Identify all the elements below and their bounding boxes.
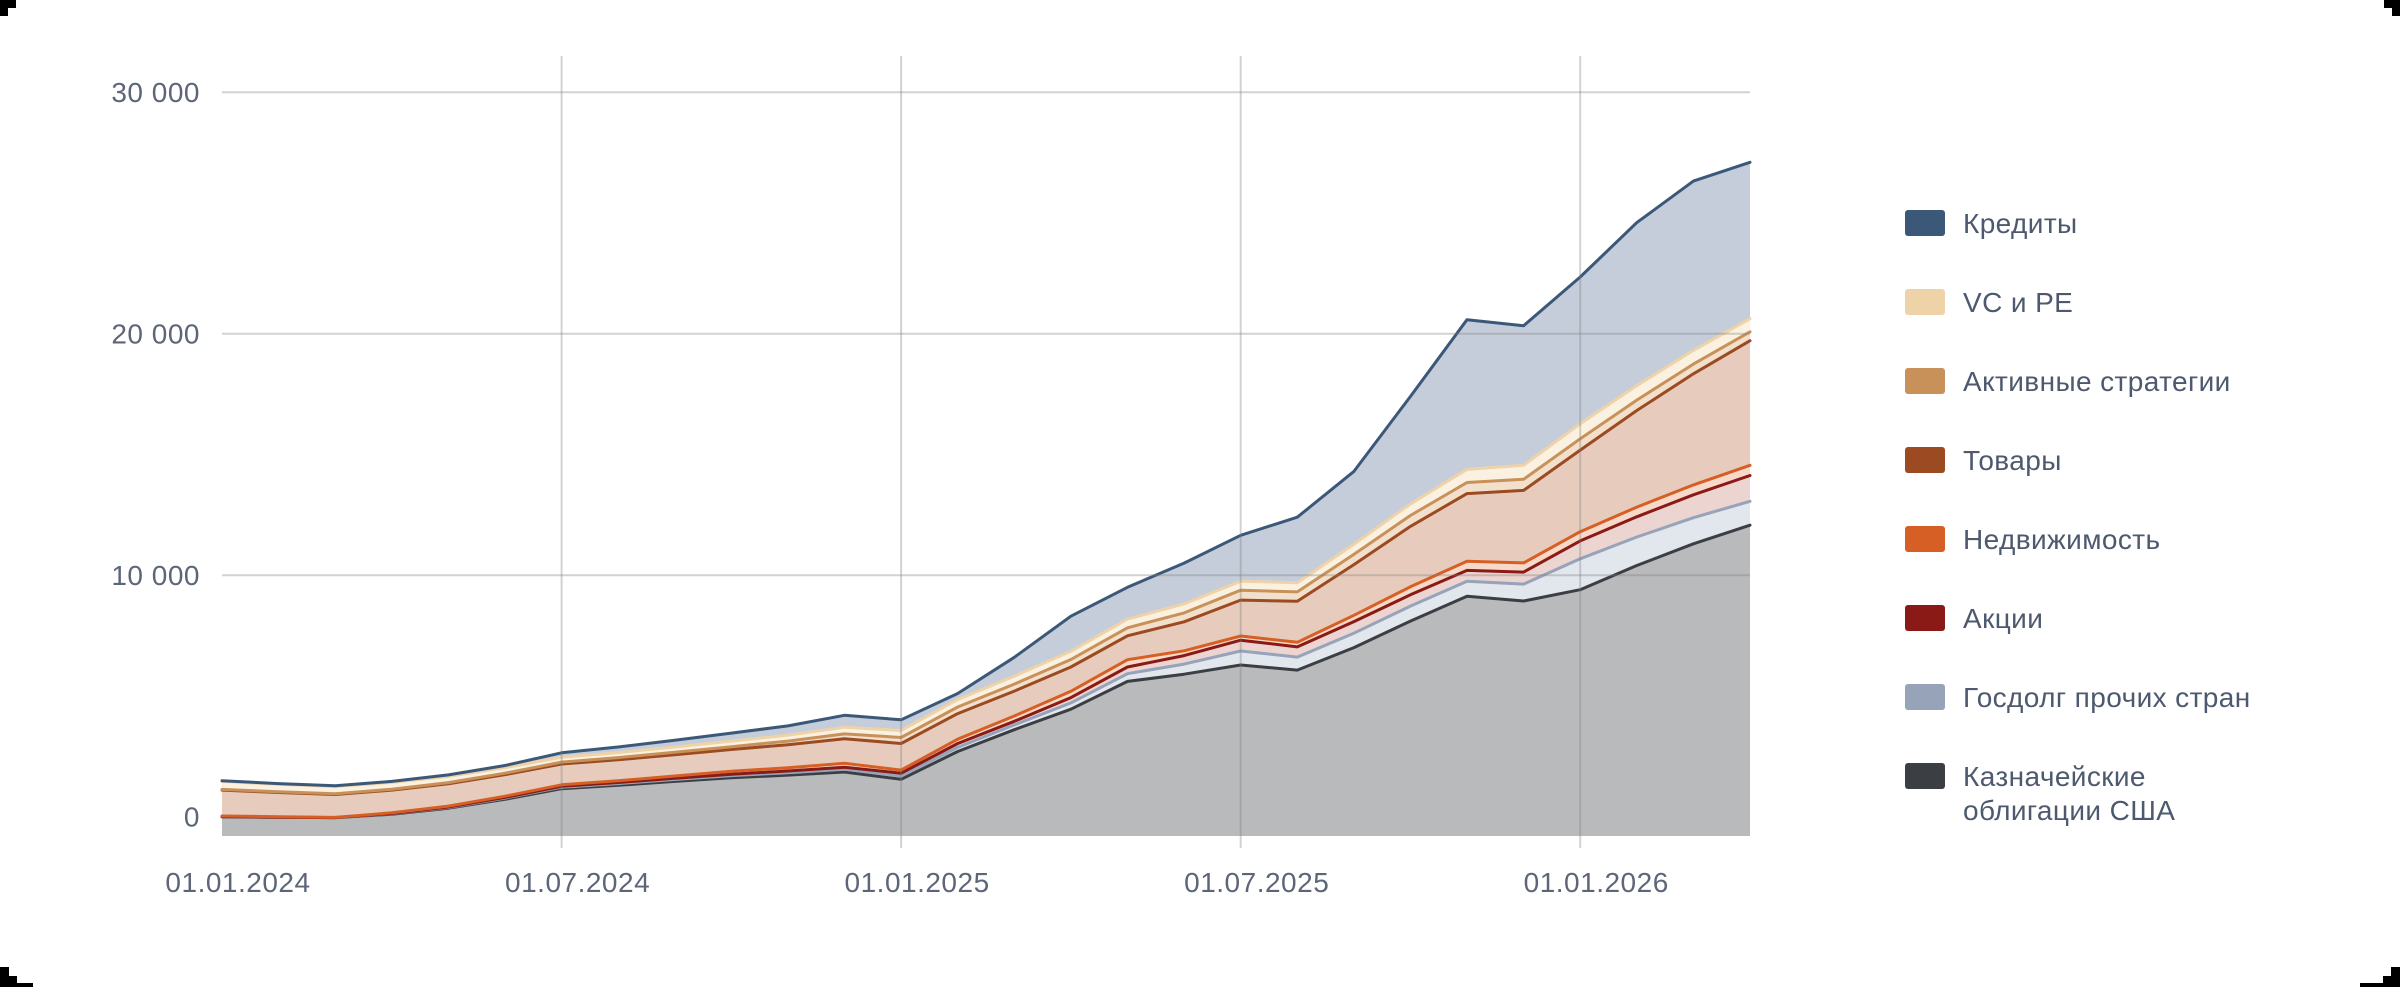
x-axis-tick-label: 01.01.2026 — [1524, 867, 1669, 898]
y-axis-tick-label: 0 — [184, 802, 200, 833]
area-0 — [222, 525, 1750, 836]
x-axis-tick-label: 01.01.2025 — [845, 867, 990, 898]
legend-item: VC и PE — [1905, 286, 2265, 320]
crop-mark-bottom-right — [2360, 983, 2391, 987]
y-axis-tick-label: 30 000 — [111, 77, 200, 108]
legend-item: Казначейские облигации США — [1905, 760, 2265, 828]
legend-label: Акции — [1963, 603, 2044, 634]
x-axis-tick-label: 01.07.2025 — [1184, 867, 1329, 898]
crop-mark-top-left — [0, 0, 16, 8]
legend-label: Кредиты — [1963, 208, 2078, 239]
series-line-5 — [220, 330, 1752, 796]
legend-swatch — [1905, 447, 1945, 473]
series-line-3 — [220, 463, 1752, 819]
legend-swatch — [1905, 763, 1945, 789]
legend-label: VC и PE — [1963, 287, 2074, 318]
legend-item: Акции — [1905, 602, 2265, 636]
legend-swatch — [1905, 210, 1945, 236]
legend-label: Активные стратегии — [1963, 366, 2231, 397]
y-axis-tick-label: 10 000 — [111, 560, 200, 591]
y-axis-tick-label: 20 000 — [111, 319, 200, 350]
legend-swatch — [1905, 368, 1945, 394]
x-axis-tick-label: 01.01.2024 — [165, 867, 310, 898]
crop-mark-bottom-right — [2391, 967, 2400, 987]
legend-swatch — [1905, 684, 1945, 710]
series-line-6 — [220, 317, 1752, 788]
legend-item: Кредиты — [1905, 207, 2265, 241]
legend-label: Госдолг прочих стран — [1963, 682, 2251, 713]
crop-mark-top-right — [2392, 8, 2400, 16]
legend-label: Недвижимость — [1963, 524, 2161, 555]
legend-label: Товары — [1963, 445, 2062, 476]
stacked-area-chart: 0 10 000 20 000 30 000 01.01.2024 01.07.2024 0… — [111, 56, 1752, 898]
legend-swatch — [1905, 289, 1945, 315]
series-line-7 — [220, 160, 1752, 788]
legend-swatch — [1905, 605, 1945, 631]
legend-item: Госдолг прочих стран — [1905, 681, 2265, 715]
crop-mark-bottom-right — [2383, 976, 2391, 987]
crop-mark-bottom-left — [0, 967, 9, 987]
legend-swatch — [1905, 526, 1945, 552]
chart-legend: Кредиты VC и PE Активные стратегии Товары Не… — [1905, 207, 2265, 873]
legend-item: Недвижимость — [1905, 523, 2265, 557]
crop-mark-bottom-left — [17, 983, 33, 987]
legend-item: Товары — [1905, 444, 2265, 478]
crop-mark-top-left — [0, 8, 8, 16]
legend-label: Казначейские облигации США — [1963, 761, 2176, 826]
legend-item: Активные стратегии — [1905, 365, 2265, 399]
x-axis-tick-label: 01.07.2024 — [505, 867, 650, 898]
crop-mark-bottom-left — [9, 976, 17, 987]
crop-mark-top-right — [2384, 0, 2400, 8]
